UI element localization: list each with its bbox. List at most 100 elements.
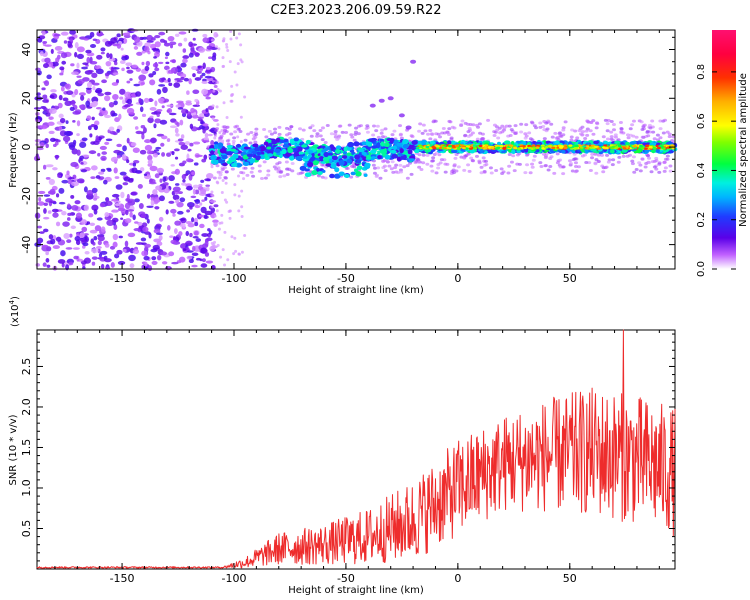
spectrogram-cell bbox=[554, 136, 559, 140]
spectrogram-cell bbox=[523, 132, 528, 136]
spectrogram-cell bbox=[573, 165, 578, 169]
spectrogram-cell bbox=[402, 165, 407, 169]
spectrogram-cell bbox=[215, 105, 219, 109]
spectrogram-cell bbox=[57, 174, 62, 178]
spectrogram-cell bbox=[133, 116, 139, 120]
spectrogram-cell bbox=[273, 127, 278, 131]
spectrogram-cell bbox=[226, 258, 230, 262]
spectrogram-cell bbox=[568, 144, 573, 147]
spectrogram-cell bbox=[210, 154, 217, 161]
spectrogram-cell bbox=[584, 161, 589, 165]
spectrogram-cell bbox=[161, 105, 165, 109]
spectrogram-cell bbox=[425, 145, 430, 149]
spectrogram-cell bbox=[65, 120, 69, 125]
spectrogram-cell bbox=[169, 125, 177, 129]
spectrogram-cell bbox=[104, 72, 110, 77]
spectrogram-cell bbox=[119, 88, 126, 95]
spectrogram-cell bbox=[186, 185, 193, 191]
spectrogram-cell bbox=[243, 138, 248, 142]
spectrogram-cell bbox=[83, 233, 89, 236]
spectrogram-cell bbox=[116, 249, 123, 255]
spectrogram-cell bbox=[449, 136, 454, 140]
spectrogram-cell bbox=[83, 38, 90, 41]
spectrogram-cell bbox=[143, 255, 150, 261]
spectrogram-cell bbox=[398, 113, 405, 118]
spectrogram-cell bbox=[322, 156, 330, 162]
spectrogram-cell bbox=[387, 164, 392, 168]
y-tick-label: 40 bbox=[20, 43, 33, 57]
spectrogram-cell bbox=[609, 149, 615, 154]
spectrogram-cell bbox=[111, 82, 119, 86]
spectrogram-cell bbox=[394, 163, 399, 167]
spectrogram-cell bbox=[527, 131, 532, 135]
spectrogram-cell bbox=[269, 132, 274, 136]
spectrogram-cell bbox=[656, 146, 661, 150]
spectrogram-cell bbox=[109, 130, 117, 135]
spectrogram-cell bbox=[600, 153, 605, 157]
spectrogram-cell bbox=[91, 116, 95, 121]
spectrogram-cell bbox=[614, 146, 619, 149]
spectrogram-cell bbox=[48, 178, 55, 185]
spectrogram-cell bbox=[105, 60, 112, 67]
spectrogram-cell bbox=[654, 158, 659, 162]
spectrogram-cell bbox=[42, 262, 47, 267]
spectrogram-panel: -150 -100 -50 0 50 -40 -20 0 20 40 Height of str… bbox=[8, 28, 678, 296]
spectrogram-cell bbox=[94, 65, 100, 70]
spectrogram-cell bbox=[382, 159, 387, 163]
colorbar-gradient bbox=[712, 30, 736, 269]
spectrogram-cell bbox=[72, 247, 80, 250]
spectrogram-cell bbox=[349, 133, 354, 137]
spectrogram-cell bbox=[183, 77, 189, 82]
spectrogram-cell bbox=[211, 104, 215, 108]
spectrogram-cell bbox=[144, 65, 150, 72]
spectrogram-cell bbox=[365, 130, 370, 134]
spectrogram-cell bbox=[508, 133, 513, 137]
spectrogram-cell bbox=[135, 170, 142, 174]
spectrogram-cell bbox=[645, 129, 650, 133]
spectrogram-cell bbox=[626, 136, 631, 140]
spectrogram-cell bbox=[132, 214, 136, 221]
spectrogram-cell bbox=[217, 227, 221, 231]
spectrogram-cell bbox=[58, 187, 65, 194]
spectrogram-cell bbox=[153, 201, 159, 205]
spectrogram-cell bbox=[254, 147, 261, 152]
spectrogram-cell bbox=[320, 126, 325, 130]
spectrogram-cell bbox=[216, 87, 220, 91]
spectrogram-cell bbox=[634, 168, 639, 172]
spectrogram-cell bbox=[159, 251, 168, 256]
spectrogram-cell bbox=[122, 248, 127, 253]
spectrogram-cell bbox=[338, 124, 343, 128]
spectrogram-cell bbox=[113, 224, 118, 231]
spectrogram-cell bbox=[658, 136, 663, 140]
spectrogram-cell bbox=[199, 202, 203, 206]
spectrogram-cell bbox=[50, 89, 57, 93]
spectrogram-cell bbox=[370, 149, 377, 154]
spectrogram-cell bbox=[408, 158, 415, 162]
spectrogram-cell bbox=[320, 163, 325, 167]
spectrogram-cell bbox=[405, 125, 412, 130]
spectrogram-cell bbox=[589, 120, 594, 124]
spectrogram-cell bbox=[126, 193, 130, 201]
spectrogram-cell bbox=[223, 230, 227, 234]
spectrogram-cell bbox=[229, 99, 233, 103]
spectrogram-cell bbox=[439, 158, 444, 162]
spectrogram-cell bbox=[156, 254, 162, 261]
spectrogram-cell bbox=[37, 201, 45, 206]
spectrogram-cell bbox=[380, 128, 385, 132]
spectrogram-cell bbox=[383, 127, 388, 131]
spectrogram-marks bbox=[33, 28, 678, 272]
spectrogram-cell bbox=[372, 171, 377, 175]
spectrogram-cell bbox=[148, 73, 154, 78]
spectrogram-cell bbox=[543, 164, 548, 168]
spectrogram-cell bbox=[256, 151, 262, 156]
spectrogram-cell bbox=[481, 156, 486, 160]
spectrogram-cell bbox=[181, 174, 187, 180]
spectrogram-cell bbox=[531, 146, 536, 149]
spectrogram-cell bbox=[200, 179, 205, 183]
spectrogram-cell bbox=[361, 151, 367, 156]
spectrogram-cell bbox=[391, 170, 396, 174]
spectrogram-cell bbox=[231, 163, 238, 168]
spectrogram-cell bbox=[543, 156, 548, 160]
spectrogram-cell bbox=[204, 132, 209, 138]
spectrogram-cell bbox=[507, 153, 512, 157]
